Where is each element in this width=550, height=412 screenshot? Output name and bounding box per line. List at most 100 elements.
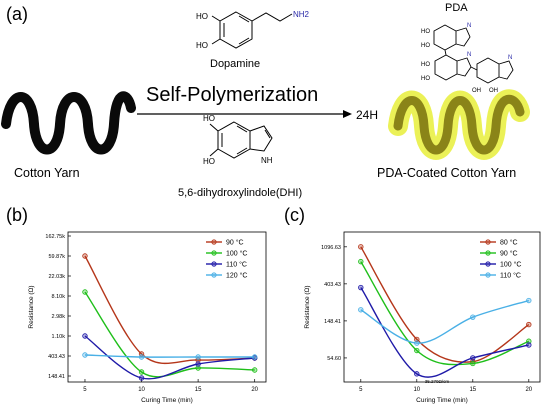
data-point [251, 367, 258, 373]
pda-n-atoms: N N N [467, 23, 512, 61]
coated-yarn-graphic [393, 94, 525, 155]
y-tick-label: 403.43 [48, 354, 65, 360]
data-point [358, 244, 364, 250]
x-tick-label: 5 [83, 387, 87, 393]
svg-text:N: N [467, 23, 471, 29]
y-tick-label: 54.60 [327, 356, 341, 362]
legend-marker [211, 250, 217, 256]
coated-yarn-label: PDA-Coated Cotton Yarn [377, 166, 516, 180]
reaction-time-label: 24H [356, 108, 378, 122]
x-axis-label: Curing Time (min) [416, 397, 468, 404]
svg-text:HO: HO [421, 43, 430, 49]
data-point [414, 371, 420, 377]
x-tick-label: 15 [469, 387, 476, 393]
data-point [195, 365, 201, 371]
series-line [360, 261, 530, 366]
pda-structure [433, 24, 514, 84]
y-axis-label: Resistance (Ω) [28, 285, 35, 328]
series-line [360, 287, 529, 378]
reaction-arrow-label: Self-Polymerization [146, 84, 318, 106]
svg-text:OH: OH [472, 88, 481, 94]
dopamine-label: Dopamine [210, 58, 260, 70]
data-point [138, 369, 145, 375]
panel-label-c: (c) [284, 205, 305, 225]
data-point [195, 354, 201, 360]
x-axis-label: Curing Time (min) [141, 397, 193, 404]
legend-label: 90 °C [226, 239, 244, 247]
data-point [414, 340, 420, 346]
x-tick-label: 20 [525, 387, 532, 393]
y-tick-label: 1096.63 [321, 245, 341, 251]
svg-text:N: N [508, 55, 512, 61]
dopamine-structure [211, 11, 293, 49]
data-point [526, 338, 532, 344]
data-point [470, 355, 476, 361]
legend-marker [485, 250, 491, 256]
dopamine-nh2: NH2 [293, 10, 310, 19]
data-point [526, 297, 532, 304]
legend-marker [211, 261, 217, 267]
cotton-yarn-graphic [1, 91, 136, 155]
legend-label: 80 °C [500, 239, 518, 247]
data-point [251, 354, 258, 360]
legend-marker [485, 239, 491, 245]
legend-marker [211, 272, 217, 278]
data-point [138, 375, 145, 381]
svg-text:HO: HO [421, 62, 430, 68]
y-axis-label: Resistance (Ω) [304, 285, 311, 328]
pda-label: PDA [445, 2, 468, 14]
chart-b: 148.41 403.43 1.10k 2.98k 8.10k 22.03k 59.87k 1… [28, 231, 267, 404]
legend-label: 100 °C [500, 261, 521, 269]
svg-text:HO: HO [421, 76, 430, 82]
data-point [358, 307, 364, 313]
legend-label: 110 °C [500, 272, 521, 280]
x-tick-label: 10 [138, 387, 145, 393]
data-point [82, 352, 88, 358]
series-line [360, 299, 529, 344]
chart-c: 54.60 148.41 403.43 1096.63 5 10 15 20 Curing Ti… [304, 231, 541, 404]
x-tick-label: 20 [251, 387, 258, 393]
legend-label: 100 °C [226, 250, 247, 258]
data-point [470, 314, 476, 320]
data-point [414, 336, 420, 343]
data-point [82, 289, 88, 295]
legend-marker [485, 272, 491, 278]
x-tick-label: 5 [359, 387, 363, 393]
data-point [195, 361, 201, 367]
data-point [358, 258, 364, 265]
plot-frame [343, 231, 541, 383]
dhi-structure [209, 121, 273, 159]
synthesis-scheme: HO HO NH2 HO HO NH N N N HO [1, 2, 530, 199]
series-line [84, 255, 255, 365]
reaction-arrow [137, 110, 352, 118]
dhi-nh: NH [261, 156, 273, 165]
data-point [82, 333, 88, 339]
y-tick-label: 59.87k [48, 254, 65, 260]
data-point [526, 321, 532, 328]
panel-label-b: (b) [6, 205, 28, 225]
svg-text:OH: OH [489, 88, 498, 94]
point-annotation: 35.270Ω/cm [425, 379, 450, 384]
data-point [470, 360, 476, 367]
y-tick-label: 403.43 [324, 282, 341, 288]
x-tick-label: 15 [195, 387, 202, 393]
data-point [358, 284, 364, 291]
svg-text:HO: HO [421, 29, 430, 35]
y-tick-label: 148.41 [324, 319, 341, 325]
panel-label-a: (a) [6, 4, 28, 24]
legend-label: 120 °C [226, 272, 247, 280]
y-tick-label: 8.10k [52, 294, 66, 300]
data-point [82, 253, 88, 259]
dhi-ho-bottom: HO [203, 157, 215, 166]
legend-label: 90 °C [500, 250, 518, 258]
data-point [526, 342, 532, 348]
dhi-label: 5,6-dihydroxylindole(DHI) [178, 187, 302, 199]
y-tick-label: 22.03k [48, 274, 65, 280]
pda-oh-atoms: HO HO HO HO OH OH [421, 29, 498, 94]
y-tick-label: 1.10k [52, 334, 66, 340]
x-tick-label: 10 [413, 387, 420, 393]
svg-text:N: N [467, 52, 471, 58]
legend-marker [485, 261, 491, 267]
series-line [84, 354, 255, 358]
dhi-ho-top: HO [203, 114, 215, 123]
